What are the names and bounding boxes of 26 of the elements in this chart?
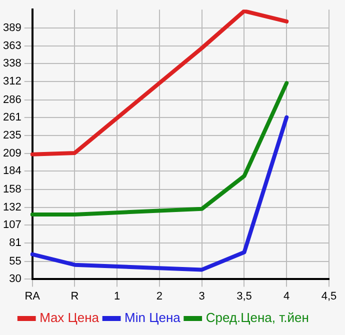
x-tick-label: 4,5: [321, 290, 337, 302]
y-tick-label: 158: [2, 183, 22, 196]
x-tick-label: 3: [198, 290, 205, 302]
y-tick-label: 235: [2, 129, 22, 142]
y-tick-label: 363: [2, 40, 22, 52]
y-tick-label: 55: [9, 255, 22, 268]
y-tick-label: 389: [2, 22, 22, 34]
y-tick-label: 30: [9, 272, 22, 285]
x-tick-label: 2: [156, 290, 163, 302]
x-tick-label: RA: [24, 290, 41, 302]
legend-label: Min Цена: [124, 310, 182, 326]
y-tick-label: 286: [2, 94, 22, 106]
x-tick-label: 4: [284, 290, 290, 302]
y-tick-label: 261: [2, 111, 22, 124]
legend-label: Сред.Цена, т.йен: [206, 310, 309, 326]
y-tick-label: 338: [2, 57, 22, 70]
y-tick-label: 184: [2, 165, 22, 178]
x-tick-label: 1: [114, 290, 120, 302]
y-tick-label: 209: [2, 148, 22, 160]
y-tick-label: 312: [2, 76, 22, 88]
y-tick-label: 107: [2, 218, 22, 231]
x-tick-label: R: [70, 290, 79, 302]
x-tick-label: 3,5: [236, 290, 252, 302]
y-tick-label: 132: [2, 202, 22, 214]
y-tick-label: 81: [9, 237, 22, 250]
legend-label: Max Цена: [40, 310, 100, 326]
